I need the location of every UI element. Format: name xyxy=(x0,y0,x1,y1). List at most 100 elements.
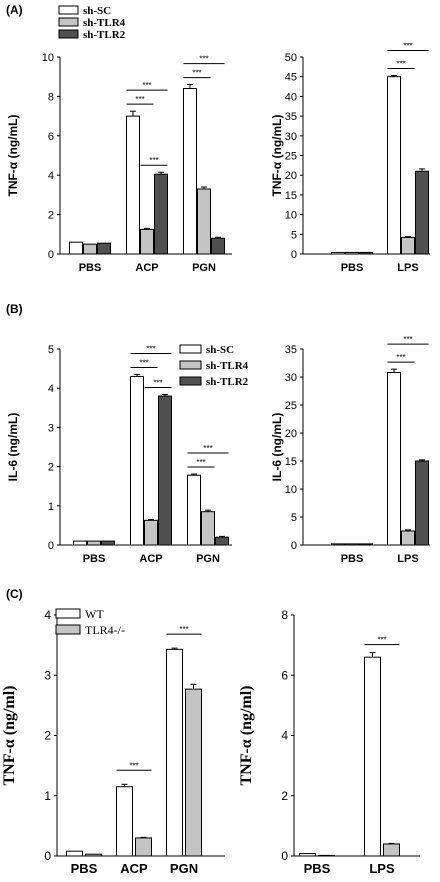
significance-label: *** xyxy=(153,378,162,387)
bar xyxy=(345,251,359,255)
y-tick-label: 20 xyxy=(285,170,297,182)
y-tick-label: 3 xyxy=(48,422,54,434)
chart-b-right: 0 5 10 15 20 25 30 35 IL-6 (ng/mL) PBS LPS *** *** xyxy=(270,335,430,565)
legend-swatch xyxy=(58,5,79,15)
legend-label: sh-TLR4 xyxy=(206,360,249,372)
legend-swatch xyxy=(179,360,202,370)
y-axis-title: TNF-α (ng/mL) xyxy=(270,114,284,196)
y-tick-label: 4 xyxy=(48,170,54,182)
y-tick-label: 1 xyxy=(48,501,54,513)
y-axis-title: TNF-α (ng/ml) xyxy=(1,685,18,785)
legend-label: sh-SC xyxy=(83,5,111,17)
significance-label: *** xyxy=(377,636,386,645)
x-category-label: ACP xyxy=(135,262,158,274)
x-category-label: LPS xyxy=(369,861,395,876)
chart-c-right: 0 2 4 6 8 TNF-α (ng/ml) PBS LPS *** xyxy=(238,608,420,876)
chart-a-left: 0 2 4 6 8 10 TNF-α (ng/mL) PBS ACP PGN *** *** *** **… xyxy=(6,5,232,274)
y-axis-title: IL-6 (ng/mL) xyxy=(6,413,20,482)
x-category-label: PBS xyxy=(71,861,98,876)
y-tick-label: 15 xyxy=(285,190,297,202)
y-tick-label: 25 xyxy=(285,400,297,412)
panel-label-c: (C) xyxy=(6,587,23,601)
y-tick-label: 10 xyxy=(42,52,54,64)
legend-swatch xyxy=(55,624,81,635)
panel-label-b: (B) xyxy=(6,302,23,316)
chart-b-left: 0 1 2 3 4 5 IL-6 (ng/mL) PBS ACP PGN *** *** *** *** *… xyxy=(6,344,249,565)
y-tick-label: 8 xyxy=(281,608,288,622)
y-tick-label: 45 xyxy=(285,72,297,84)
y-tick-label: 4 xyxy=(281,729,288,743)
bar xyxy=(359,543,373,546)
bar xyxy=(69,241,83,255)
legend-label: sh-SC xyxy=(206,344,234,356)
y-tick-label: 2 xyxy=(48,462,54,474)
bar xyxy=(331,543,345,546)
bar xyxy=(154,173,168,255)
significance-label: *** xyxy=(396,353,405,362)
significance-label: *** xyxy=(196,458,205,467)
y-axis-title: TNF-α (ng/ml) xyxy=(238,685,255,785)
bar xyxy=(135,837,152,857)
bar xyxy=(415,170,429,255)
x-category-label: PGN xyxy=(192,262,216,274)
chart-a-right: 0 5 10 15 20 25 30 35 40 45 50 TNF-α (ng/mL) PBS LPS *… xyxy=(270,42,430,274)
legend-label: TLR4-/- xyxy=(85,623,125,637)
legend-label: WT xyxy=(85,607,104,621)
bar xyxy=(116,786,133,857)
significance-label: *** xyxy=(199,55,208,64)
y-tick-label: 0 xyxy=(48,540,54,552)
bar xyxy=(144,519,158,546)
y-tick-label: 0 xyxy=(44,849,51,863)
y-tick-label: 10 xyxy=(285,210,297,222)
bar xyxy=(85,853,102,857)
bar xyxy=(197,188,211,255)
bar xyxy=(126,115,140,255)
bar xyxy=(401,236,415,255)
y-tick-label: 35 xyxy=(285,111,297,123)
bar xyxy=(66,850,83,857)
bar xyxy=(158,395,172,546)
significance-label: *** xyxy=(403,335,412,344)
bar xyxy=(211,237,225,255)
legend-swatch xyxy=(179,344,202,354)
bar xyxy=(387,372,401,546)
y-tick-label: 35 xyxy=(285,344,297,356)
significance-label: *** xyxy=(139,358,148,367)
bar xyxy=(318,854,335,857)
x-category-label: LPS xyxy=(397,262,418,274)
bar xyxy=(101,540,115,546)
bar xyxy=(187,474,201,546)
bar xyxy=(185,688,202,857)
legend-label: sh-TLR2 xyxy=(206,376,249,388)
bar xyxy=(299,853,316,857)
x-category-label: PBS xyxy=(341,262,364,274)
x-category-label: ACP xyxy=(139,553,162,565)
significance-label: *** xyxy=(192,69,201,78)
y-tick-label: 2 xyxy=(44,729,51,743)
significance-label: *** xyxy=(203,444,212,453)
chart-c-left: 0 1 2 3 4 TNF-α (ng/ml) PBS ACP PGN *** *** WT TLR4-… xyxy=(1,607,225,876)
significance-label: *** xyxy=(179,625,188,634)
x-category-label: PGN xyxy=(196,553,220,565)
legend-swatch xyxy=(55,608,81,619)
y-tick-label: 5 xyxy=(48,344,54,356)
y-tick-label: 0 xyxy=(48,249,54,261)
significance-label: *** xyxy=(149,156,158,165)
y-tick-label: 1 xyxy=(44,789,51,803)
bar xyxy=(364,656,381,857)
y-axis-title: IL-6 (ng/mL) xyxy=(270,413,284,482)
x-category-label: PBS xyxy=(304,861,331,876)
bar xyxy=(215,536,229,546)
significance-label: *** xyxy=(129,761,138,770)
significance-label: *** xyxy=(135,95,144,104)
significance-label: *** xyxy=(396,60,405,69)
legend-label: sh-TLR2 xyxy=(83,29,126,41)
bar xyxy=(201,511,215,546)
y-tick-label: 15 xyxy=(285,456,297,468)
x-category-label: PBS xyxy=(83,553,106,565)
x-category-label: LPS xyxy=(397,553,418,565)
y-tick-label: 30 xyxy=(285,131,297,143)
y-tick-label: 50 xyxy=(285,52,297,64)
bar xyxy=(345,543,359,546)
legend-swatch xyxy=(58,29,79,39)
